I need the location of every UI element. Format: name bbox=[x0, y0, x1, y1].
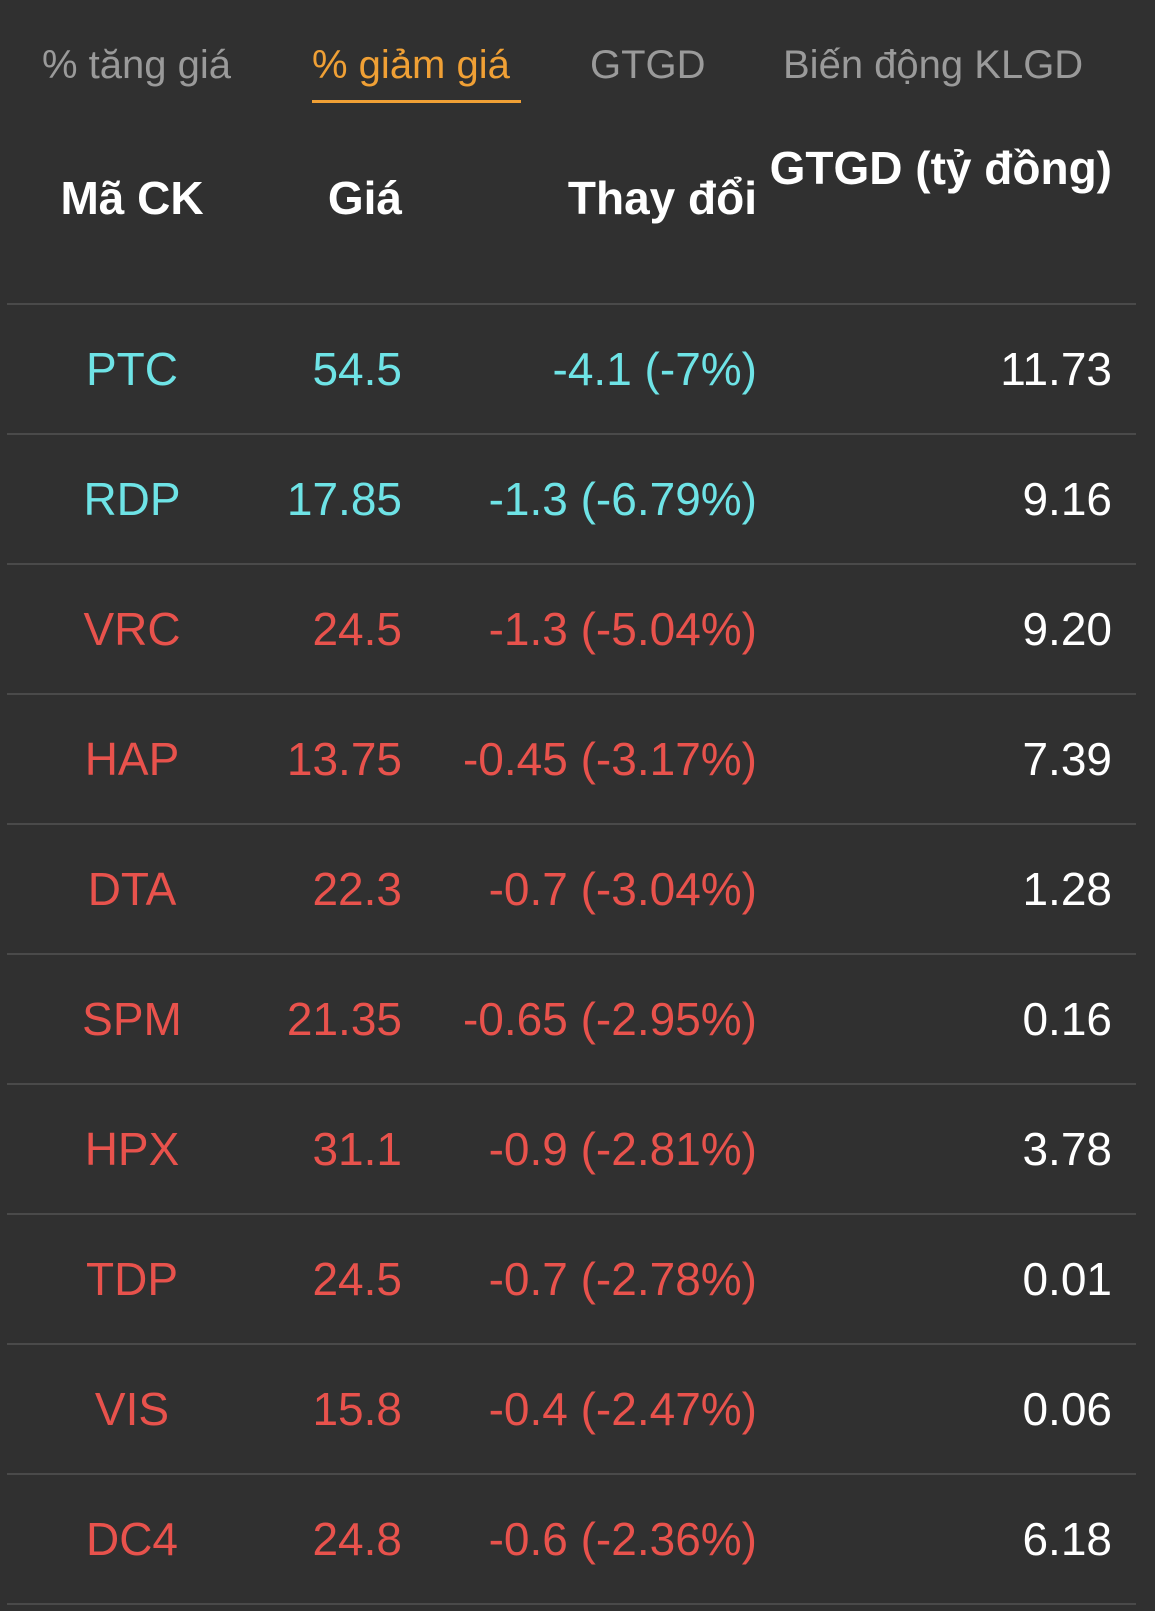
table-row[interactable]: TDP 24.5 -0.7 (-2.78%) 0.01 bbox=[7, 1215, 1136, 1345]
stock-symbol: DC4 bbox=[85, 1513, 179, 1565]
stock-symbol: SPM bbox=[82, 993, 182, 1045]
stock-symbol: HPX bbox=[84, 1123, 180, 1175]
stock-change: -0.4 (-2.47%) bbox=[488, 1383, 757, 1435]
header-price: Giá bbox=[327, 172, 402, 224]
stock-trading-value: 0.16 bbox=[1022, 993, 1112, 1045]
stock-price: 54.5 bbox=[312, 343, 402, 395]
stock-price: 21.35 bbox=[286, 993, 402, 1045]
stock-trading-value: 9.16 bbox=[1022, 473, 1112, 525]
active-tab-underline bbox=[312, 100, 521, 103]
stock-change: -1.3 (-5.04%) bbox=[488, 603, 757, 655]
table-row[interactable]: RDP 17.85 -1.3 (-6.79%) 9.16 bbox=[7, 435, 1136, 565]
stock-price: 24.5 bbox=[312, 603, 402, 655]
table-row[interactable]: VIS 15.8 -0.4 (-2.47%) 0.06 bbox=[7, 1345, 1136, 1475]
table-row[interactable]: PTC 54.5 -4.1 (-7%) 11.73 bbox=[7, 305, 1136, 435]
header-change: Thay đổi bbox=[567, 172, 757, 224]
stock-symbol: VIS bbox=[94, 1383, 170, 1435]
stock-change: -0.9 (-2.81%) bbox=[488, 1123, 757, 1175]
stock-trading-value: 9.20 bbox=[1022, 603, 1112, 655]
stock-symbol: PTC bbox=[86, 343, 178, 395]
stock-price: 24.8 bbox=[312, 1513, 402, 1565]
stock-symbol: RDP bbox=[83, 473, 181, 525]
stock-price: 24.5 bbox=[312, 1253, 402, 1305]
tab-bar: % tăng giá % giảm giá GTGD Biến động KLG… bbox=[0, 0, 1155, 110]
stock-symbol: VRC bbox=[83, 603, 181, 655]
stock-change: -0.6 (-2.36%) bbox=[488, 1513, 757, 1565]
stock-symbol: TDP bbox=[86, 1253, 178, 1305]
table-row[interactable]: VRC 24.5 -1.3 (-5.04%) 9.20 bbox=[7, 565, 1136, 695]
stock-trading-value: 1.28 bbox=[1022, 863, 1112, 915]
table-body: PTC 54.5 -4.1 (-7%) 11.73 RDP 17.85 -1.3 (-6.7… bbox=[7, 305, 1136, 1605]
stock-change: -0.45 (-3.17%) bbox=[462, 733, 757, 785]
stock-change: -0.7 (-3.04%) bbox=[488, 863, 757, 915]
stock-change: -0.7 (-2.78%) bbox=[488, 1253, 757, 1305]
stock-trading-value: 3.78 bbox=[1022, 1123, 1112, 1175]
tab-percent-decrease[interactable]: % giảm giá bbox=[312, 43, 510, 87]
stock-trading-value: 11.73 bbox=[1000, 343, 1112, 395]
table-row[interactable]: HPX 31.1 -0.9 (-2.81%) 3.78 bbox=[7, 1085, 1136, 1215]
stock-price: 31.1 bbox=[312, 1123, 402, 1175]
stock-table: Mã CK Giá Thay đổi GTGD (tỷ đồng) PTC 54.… bbox=[7, 128, 1136, 1605]
stock-price: 13.75 bbox=[286, 733, 402, 785]
tab-trading-value[interactable]: GTGD bbox=[590, 43, 706, 87]
table-row[interactable]: DTA 22.3 -0.7 (-3.04%) 1.28 bbox=[7, 825, 1136, 955]
table-row[interactable]: SPM 21.35 -0.65 (-2.95%) 0.16 bbox=[7, 955, 1136, 1085]
stock-change: -0.65 (-2.95%) bbox=[462, 993, 757, 1045]
header-symbol: Mã CK bbox=[60, 172, 204, 224]
stock-change: -4.1 (-7%) bbox=[552, 343, 757, 395]
stock-price: 17.85 bbox=[286, 473, 402, 525]
tab-percent-increase[interactable]: % tăng giá bbox=[42, 43, 232, 87]
table-row[interactable]: DC4 24.8 -0.6 (-2.36%) 6.18 bbox=[7, 1475, 1136, 1605]
stock-price: 22.3 bbox=[312, 863, 402, 915]
header-trading-value: GTGD (tỷ đồng) bbox=[769, 142, 1112, 194]
stock-trading-value: 7.39 bbox=[1022, 733, 1112, 785]
table-header: Mã CK Giá Thay đổi GTGD (tỷ đồng) bbox=[7, 128, 1136, 305]
table-row[interactable]: HAP 13.75 -0.45 (-3.17%) 7.39 bbox=[7, 695, 1136, 825]
stock-trading-value: 6.18 bbox=[1022, 1513, 1112, 1565]
stock-symbol: HAP bbox=[84, 733, 180, 785]
stock-symbol: DTA bbox=[87, 863, 177, 915]
stock-trading-value: 0.01 bbox=[1022, 1253, 1112, 1305]
stock-price: 15.8 bbox=[312, 1383, 402, 1435]
stock-change: -1.3 (-6.79%) bbox=[488, 473, 757, 525]
tab-volume-change[interactable]: Biến động KLGD bbox=[783, 43, 1084, 87]
stock-trading-value: 0.06 bbox=[1022, 1383, 1112, 1435]
